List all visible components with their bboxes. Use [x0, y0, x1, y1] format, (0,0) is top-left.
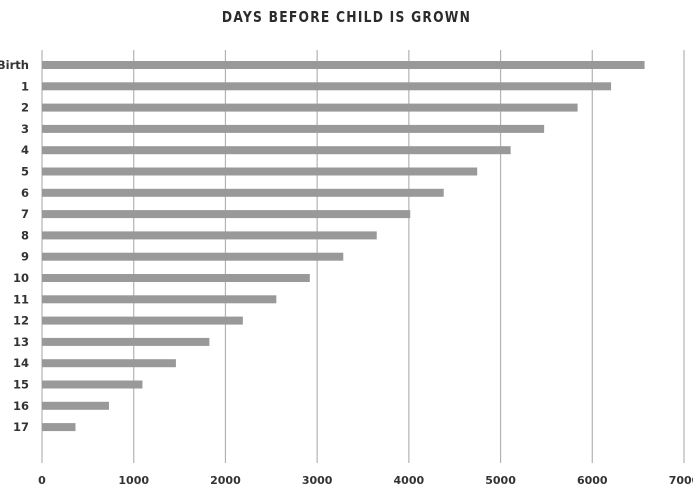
category-label: Birth: [0, 58, 29, 72]
category-label: 10: [13, 271, 29, 285]
x-tick-label: 1000: [118, 474, 149, 487]
bar: [42, 359, 176, 368]
x-tick-label: 2000: [210, 474, 241, 487]
bar: [42, 423, 76, 432]
bar: [42, 274, 310, 282]
bar: [42, 146, 511, 155]
category-label: 17: [13, 420, 29, 434]
bars: [42, 61, 645, 432]
bar: [42, 380, 143, 389]
bar: [42, 231, 377, 240]
category-label: 9: [21, 250, 29, 264]
bar: [42, 337, 210, 346]
x-tick-label: 7000: [669, 474, 693, 487]
bar: [42, 316, 243, 325]
category-label: 12: [13, 314, 29, 328]
category-label: 13: [13, 335, 29, 349]
x-tick-labels: 0 1000 2000 3000 4000 5000 6000 7000: [38, 474, 693, 487]
bar: [42, 295, 277, 304]
category-label: 11: [13, 292, 29, 306]
x-tick-label: 0: [38, 474, 46, 487]
category-label: 3: [21, 122, 29, 136]
category-label: 16: [13, 399, 29, 413]
x-tick-label: 3000: [302, 474, 333, 487]
bar: [42, 401, 109, 410]
category-label: 4: [21, 143, 29, 157]
category-label: 14: [13, 356, 29, 370]
category-label: 1: [21, 79, 29, 93]
bar: [42, 210, 411, 219]
chart-title: DAYS BEFORE CHILD IS GROWN: [221, 8, 472, 26]
x-tick-label: 5000: [485, 474, 516, 487]
category-label: 5: [21, 165, 29, 179]
x-tick-label: 4000: [394, 474, 425, 487]
bar: [42, 61, 645, 69]
x-tick-label: 6000: [577, 474, 608, 487]
bar: [42, 252, 344, 261]
category-label: 7: [21, 207, 29, 221]
category-label: 2: [21, 101, 29, 115]
bar: [42, 167, 478, 176]
bar: [42, 124, 545, 133]
bar: [42, 188, 444, 197]
category-label: 8: [21, 228, 29, 242]
category-label: 15: [13, 378, 29, 392]
bar: [42, 103, 578, 112]
category-label: 6: [21, 186, 29, 200]
bar: [42, 82, 612, 91]
